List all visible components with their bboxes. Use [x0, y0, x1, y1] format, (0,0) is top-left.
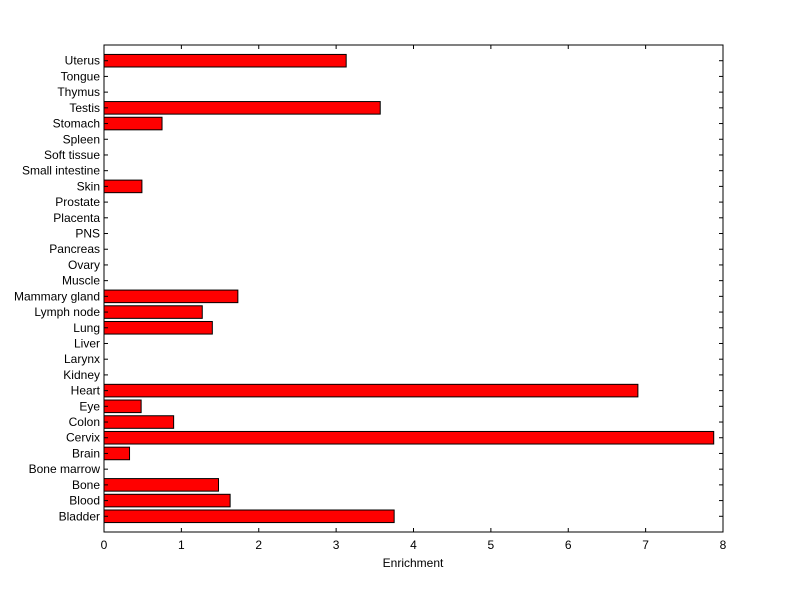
y-tick-label: Thymus: [57, 85, 100, 99]
y-tick-label: Heart: [71, 384, 101, 398]
x-tick-label: 3: [333, 538, 340, 552]
bar-blood: [103, 493, 231, 508]
bar-bone: [103, 478, 220, 492]
y-tick-label: Kidney: [63, 368, 100, 382]
bar-stomach: [103, 116, 163, 131]
y-tick-label: Bladder: [59, 509, 100, 523]
x-tick-label: 0: [101, 538, 108, 552]
y-tick-label: Spleen: [63, 132, 100, 146]
x-tick-label: 7: [642, 538, 649, 552]
y-tick-label: Eye: [79, 399, 100, 413]
y-tick-label: Muscle: [62, 274, 100, 288]
plot-frame: [103, 44, 724, 533]
y-tick-label: Uterus: [65, 54, 100, 68]
x-tick-label: 2: [255, 538, 262, 552]
y-tick-label: Lymph node: [34, 305, 100, 319]
bar-testis: [103, 101, 381, 115]
y-tick-label: Brain: [72, 446, 100, 460]
y-tick-label: Ovary: [68, 258, 100, 272]
plot-area: [104, 45, 723, 532]
y-tick-label: Testis: [69, 101, 100, 115]
y-tick-label: Cervix: [66, 431, 100, 445]
bar-heart: [103, 383, 639, 398]
bar-lung: [103, 320, 213, 335]
bar-mammary-gland: [103, 289, 239, 304]
y-tick-label: Tongue: [61, 69, 101, 83]
y-tick-label: Small intestine: [22, 164, 100, 178]
x-tick-label: 6: [565, 538, 572, 552]
y-tick-label: Blood: [69, 494, 100, 508]
x-tick-label: 4: [410, 538, 417, 552]
y-tick-label: Liver: [74, 336, 100, 350]
bar-skin: [103, 179, 143, 194]
y-tick-label: Lung: [73, 321, 100, 335]
y-tick-label: Soft tissue: [44, 148, 100, 162]
bar-uterus: [103, 53, 347, 68]
x-axis-label: Enrichment: [383, 556, 444, 570]
bar-colon: [103, 415, 175, 429]
y-tick-label: Prostate: [55, 195, 100, 209]
y-tick-label: Bone marrow: [29, 462, 101, 476]
y-tick-label: Pancreas: [49, 242, 100, 256]
y-tick-label: Mammary gland: [14, 289, 100, 303]
x-axis-ticks: 0 1 2 3 4 5 6 7 8: [101, 45, 727, 552]
x-tick-label: 1: [178, 538, 185, 552]
bar-bladder: [103, 509, 395, 524]
bar-cervix: [103, 430, 715, 445]
y-tick-label: Colon: [69, 415, 100, 429]
y-tick-label: Placenta: [53, 211, 100, 225]
y-tick-label: Larynx: [64, 352, 100, 366]
bar-lymph-node: [103, 305, 203, 319]
y-tick-label: Skin: [77, 179, 100, 193]
bar-eye: [103, 399, 142, 414]
x-tick-label: 8: [720, 538, 727, 552]
y-tick-label: Stomach: [53, 117, 100, 131]
y-tick-label: Bone: [72, 478, 100, 492]
y-tick-label: PNS: [75, 227, 100, 241]
x-tick-label: 5: [488, 538, 495, 552]
